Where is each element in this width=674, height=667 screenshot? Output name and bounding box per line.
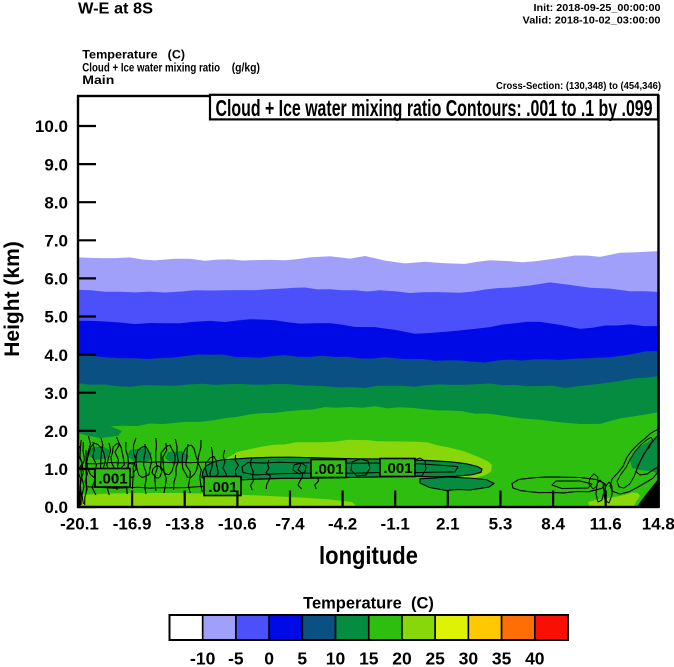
svg-text:10.0: 10.0	[35, 117, 68, 136]
svg-text:W-E at 8S: W-E at 8S	[78, 1, 153, 18]
svg-text:Temperature: Temperature	[82, 48, 158, 62]
svg-text:15: 15	[359, 649, 379, 667]
svg-text:-16.9: -16.9	[113, 515, 152, 534]
svg-text:.001: .001	[383, 460, 412, 477]
svg-text:14.8: 14.8	[642, 515, 674, 534]
svg-text:25: 25	[425, 649, 445, 667]
svg-text:Init: 2018-09-25_00:00:00: Init: 2018-09-25_00:00:00	[534, 2, 661, 14]
svg-text:30: 30	[459, 649, 479, 667]
svg-text:0: 0	[264, 649, 274, 667]
svg-text:8.0: 8.0	[44, 193, 68, 212]
svg-text:1.0: 1.0	[44, 460, 68, 479]
svg-text:5: 5	[297, 649, 307, 667]
svg-text:-13.8: -13.8	[165, 515, 204, 534]
svg-text:Temperature (C): Temperature (C)	[303, 595, 434, 613]
svg-text:11.6: 11.6	[590, 515, 622, 534]
svg-text:Cloud + Ice water mixing ratio: Cloud + Ice water mixing ratio Contours:…	[215, 97, 652, 122]
svg-text:2.1: 2.1	[436, 515, 460, 534]
svg-text:-10: -10	[190, 649, 216, 667]
svg-text:9.0: 9.0	[44, 155, 68, 174]
svg-text:3.0: 3.0	[44, 384, 68, 403]
svg-text:-5: -5	[228, 649, 244, 667]
svg-text:.001: .001	[314, 461, 343, 478]
svg-text:7.0: 7.0	[44, 232, 68, 251]
svg-text:2.0: 2.0	[44, 422, 68, 441]
svg-text:Cross-Section: (130,348) to (4: Cross-Section: (130,348) to (454,346)	[496, 80, 661, 92]
svg-text:-1.1: -1.1	[381, 515, 410, 534]
svg-text:Valid: 2018-10-02_03:00:00: Valid: 2018-10-02_03:00:00	[523, 15, 661, 27]
svg-text:-4.2: -4.2	[328, 515, 357, 534]
svg-text:6.0: 6.0	[44, 270, 68, 289]
svg-text:5.3: 5.3	[489, 515, 513, 534]
svg-text:.001: .001	[98, 470, 127, 487]
svg-text:Height (km): Height (km)	[1, 241, 24, 357]
svg-text:40: 40	[525, 649, 545, 667]
svg-text:8.4: 8.4	[541, 515, 565, 534]
svg-text:0.0: 0.0	[44, 498, 68, 517]
svg-text:longitude: longitude	[319, 543, 418, 571]
svg-text:10: 10	[326, 649, 346, 667]
svg-text:-10.6: -10.6	[218, 515, 257, 534]
svg-text:(g/kg): (g/kg)	[232, 60, 260, 74]
svg-text:-20.1: -20.1	[60, 515, 99, 534]
svg-text:(C): (C)	[168, 48, 185, 62]
svg-text:35: 35	[492, 649, 512, 667]
svg-text:20: 20	[392, 649, 412, 667]
svg-text:.001: .001	[208, 479, 237, 496]
svg-text:-7.4: -7.4	[275, 515, 305, 534]
svg-text:Cloud + Ice water mixing ratio: Cloud + Ice water mixing ratio	[82, 60, 220, 74]
svg-text:Main: Main	[82, 73, 114, 87]
svg-text:5.0: 5.0	[44, 308, 68, 327]
svg-text:4.0: 4.0	[44, 346, 68, 365]
